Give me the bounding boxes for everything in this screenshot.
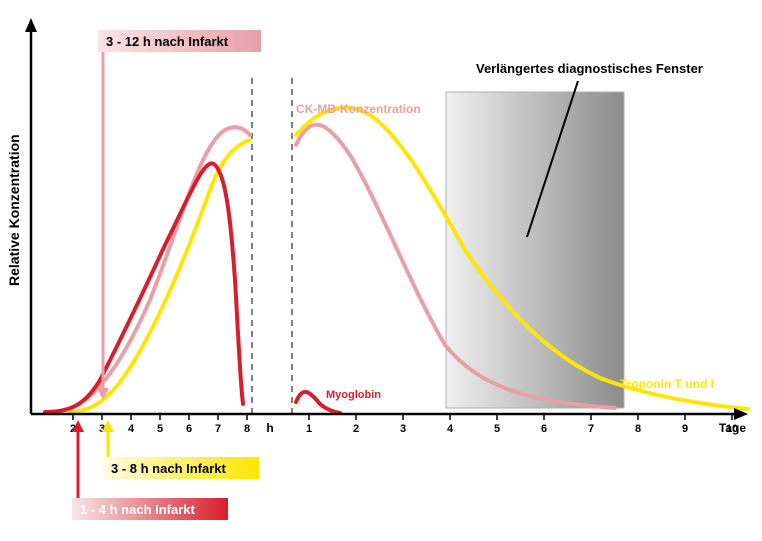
day-tick-label: 7 [588,423,594,435]
day-tick-label: 6 [541,423,547,435]
myoglobin-curve-hours [45,163,243,412]
day-tick-label: 9 [682,423,688,435]
myoglobin-label: Myoglobin [326,389,381,401]
hour-tick-label: 8 [244,423,250,435]
day-tick-label: 1 [306,423,312,435]
days-unit-label: Tage [719,421,746,435]
annot-top-label: 3 - 12 h nach Infarkt [106,34,229,49]
hour-tick-label: 5 [157,423,163,435]
hour-tick-label: 4 [128,423,135,435]
diagnostic-window [446,92,624,408]
hour-tick-label: 7 [215,423,221,435]
day-tick-label: 5 [494,423,500,435]
diagnostic-window-label: Verlängertes diagnostisches Fenster [476,61,703,76]
curves-group [45,108,748,413]
troponin-label: Troponin T und I [620,377,714,391]
day-tick-label: 3 [400,423,406,435]
y-axis-label: Relative Konzentration [6,134,22,286]
hours-unit-label: h [266,421,273,435]
day-tick-label: 8 [635,423,641,435]
day-tick-label: 2 [353,423,359,435]
annot-red-label: 1 - 4 h nach Infarkt [80,502,196,517]
hour-tick-label: 6 [186,423,192,435]
annot-yellow-label: 3 - 8 h nach Infarkt [111,461,227,476]
y-axis-arrow [25,18,37,32]
day-tick-label: 4 [447,423,454,435]
ckmb-label: CK-MB-Konzentration [296,102,421,116]
